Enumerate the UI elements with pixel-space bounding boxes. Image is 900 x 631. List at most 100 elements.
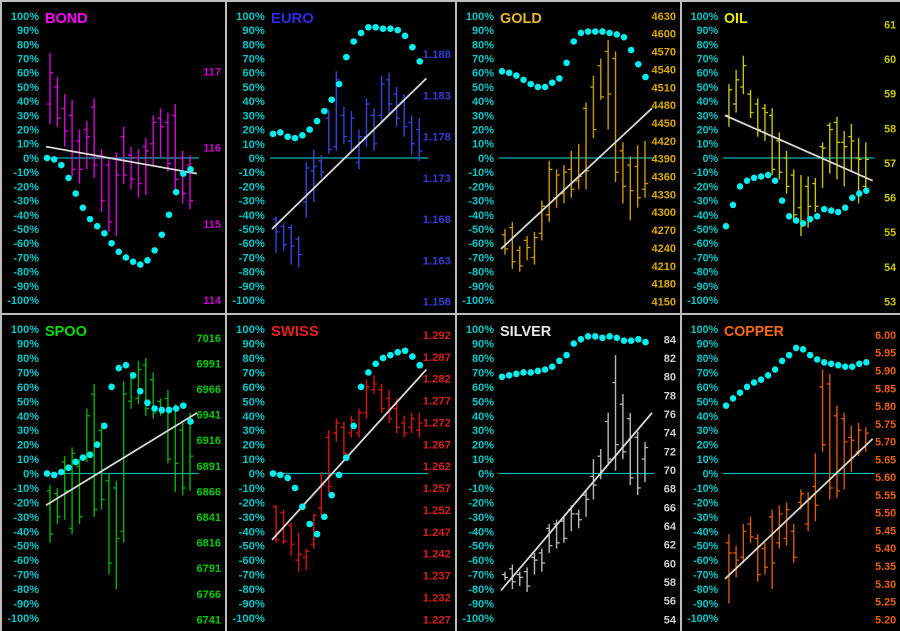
- oscillator-dot: [599, 28, 606, 35]
- ohlc-bar: [590, 75, 597, 139]
- oscillator-dot: [144, 257, 151, 264]
- left-axis-label: 70%: [17, 367, 39, 379]
- ohlc-bar: [355, 408, 363, 438]
- chart-panel-swiss[interactable]: 100% 90% 80% 70% 60% 50% 40% 30% 20% 10% 0% -10% -20…: [227, 315, 457, 631]
- chart-panel-euro[interactable]: 100% 90% 80% 70% 60% 50% 40% 30% 20% 10% 0% -10% -20…: [227, 2, 457, 315]
- left-axis-label: 70%: [242, 54, 265, 66]
- right-axis-label: 5.55: [875, 490, 896, 502]
- chart-panel-gold[interactable]: 100% 90% 80% 70% 60% 50% 40% 30% 20% 10% 0% -10% -20…: [457, 2, 682, 315]
- ohlc-bar: [333, 418, 340, 442]
- left-axis-label: 10%: [697, 139, 719, 151]
- oscillator-dot: [527, 80, 534, 88]
- oscillator-dot: [379, 25, 387, 32]
- right-axis-label: 4180: [652, 279, 676, 291]
- ohlc-bar: [149, 115, 157, 167]
- left-axis-label: 90%: [17, 339, 39, 351]
- left-axis-label: 40%: [472, 411, 494, 423]
- trend-line: [45, 145, 198, 175]
- left-axis-label: 50%: [697, 82, 719, 94]
- right-axis-label: 1.227: [423, 614, 451, 626]
- left-axis-label: -60%: [239, 238, 265, 250]
- oscillator-dot: [328, 491, 336, 499]
- left-axis-label: 80%: [697, 353, 719, 365]
- right-axis-label: 6766: [197, 589, 221, 601]
- right-axis-label: 68: [664, 484, 676, 496]
- ohlc-bar: [142, 358, 149, 416]
- left-axis-label: 0%: [23, 153, 39, 165]
- right-axis-label: 1.183: [423, 91, 451, 103]
- oscillator-dot: [534, 367, 542, 375]
- left-axis-label: -40%: [13, 526, 39, 538]
- ohlc-bar: [538, 200, 546, 241]
- oscillator-dot: [729, 201, 737, 209]
- chart-panel-copper[interactable]: 100% 90% 80% 70% 60% 50% 40% 30% 20% 10% 0% -10% -20…: [682, 315, 900, 631]
- oscillator-dot: [743, 383, 751, 391]
- panel-title: COPPER: [724, 324, 784, 340]
- oscillator-dot: [556, 357, 563, 365]
- left-axis-label: 70%: [242, 368, 265, 380]
- ohlc-bar: [841, 412, 848, 490]
- right-axis-label: 76: [664, 409, 676, 421]
- right-axis-label: 6866: [197, 486, 221, 498]
- oscillator-dot: [799, 346, 807, 353]
- right-axis-label: 72: [664, 446, 676, 458]
- oscillator-dot: [72, 190, 79, 197]
- ohlc-bar: [310, 149, 318, 203]
- oscillator-dot: [799, 220, 807, 227]
- left-axis-label: 90%: [242, 25, 265, 37]
- oscillator-dot: [172, 188, 180, 196]
- oscillator-dot: [372, 23, 380, 31]
- ohlc-bar: [732, 545, 740, 578]
- ohlc-bar: [61, 94, 68, 147]
- left-axis-label: 50%: [472, 396, 494, 408]
- chart-canvas-gold: 100% 90% 80% 70% 60% 50% 40% 30% 20% 10% 0% -10% -20…: [462, 11, 676, 309]
- left-axis-label: 100%: [11, 11, 39, 23]
- chart-panel-silver[interactable]: 100% 90% 80% 70% 60% 50% 40% 30% 20% 10% 0% -10% -20…: [457, 315, 682, 631]
- left-axis-label: -100%: [462, 613, 494, 625]
- chart-panel-bond[interactable]: 100% 90% 80% 70% 60% 50% 40% 30% 20% 10% 0% -10% -20…: [2, 2, 227, 315]
- ohlc-bar: [604, 40, 612, 130]
- ohlc-bar: [287, 224, 295, 265]
- oscillator-dot: [792, 217, 800, 224]
- ohlc-bar: [582, 490, 590, 517]
- right-axis-label: 5.85: [875, 383, 896, 395]
- left-axis-label: 30%: [697, 425, 719, 437]
- left-axis-label: -90%: [13, 281, 39, 293]
- oscillator-dot: [856, 360, 863, 368]
- left-axis-label: -60%: [468, 555, 494, 567]
- ohlc-bar: [135, 149, 142, 198]
- ohlc-bar: [761, 542, 769, 575]
- right-axis-label: 1.188: [423, 49, 451, 61]
- oscillator-dot: [172, 405, 180, 412]
- panel-title: GOLD: [500, 11, 542, 27]
- left-axis-label: 60%: [17, 382, 39, 394]
- oscillator-dot: [342, 53, 350, 61]
- right-axis-label: 1.277: [423, 396, 451, 408]
- right-axis-label: 5.60: [875, 472, 896, 484]
- left-axis-label: 10%: [472, 454, 494, 466]
- left-axis-label: -50%: [693, 224, 718, 236]
- oscillator-dot: [151, 247, 158, 254]
- oscillator-dot: [115, 364, 123, 372]
- left-axis-label: 40%: [697, 411, 719, 423]
- left-axis-label: -100%: [687, 295, 718, 307]
- ohlc-bar: [400, 415, 408, 438]
- oscillator-dot: [849, 363, 856, 371]
- right-axis-label: 5.35: [875, 561, 896, 573]
- right-axis-label: 53: [884, 296, 896, 308]
- ohlc-bar: [841, 131, 848, 187]
- left-axis-label: 70%: [697, 367, 719, 379]
- trend-line: [500, 412, 653, 592]
- right-axis-label: 1.232: [423, 593, 451, 605]
- oscillator-dot: [387, 351, 394, 359]
- left-axis-label: -10%: [239, 483, 265, 495]
- oscillator-dot: [298, 503, 306, 511]
- ohlc-bar: [415, 118, 423, 161]
- left-axis-label: 90%: [472, 25, 494, 37]
- left-axis-label: 50%: [242, 396, 265, 408]
- ohlc-bar: [761, 104, 769, 141]
- left-axis-label: -60%: [468, 238, 494, 250]
- chart-panel-oil[interactable]: 100% 90% 80% 70% 60% 50% 40% 30% 20% 10% 0% -10% -20…: [682, 2, 900, 315]
- left-axis-label: 60%: [242, 68, 265, 80]
- chart-panel-spoo[interactable]: 100% 90% 80% 70% 60% 50% 40% 30% 20% 10% 0% -10% -20…: [2, 315, 227, 631]
